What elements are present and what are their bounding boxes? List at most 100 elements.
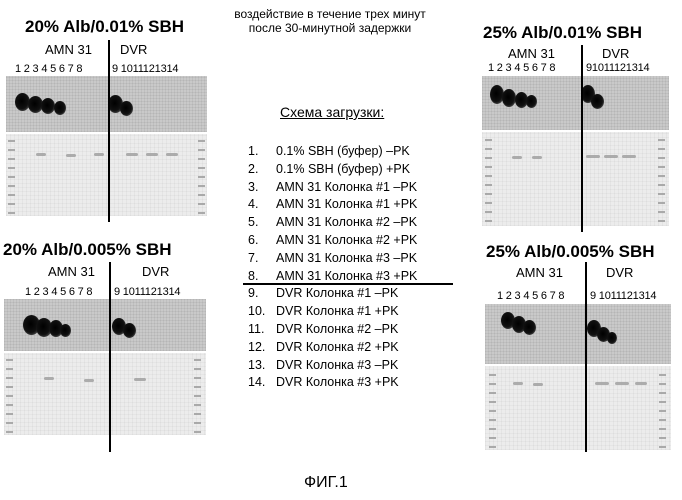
panel-tl-gel	[6, 76, 207, 216]
panel-tl-ladder	[8, 136, 15, 214]
scheme-item-text: DVR Колонка #2 –PK	[276, 321, 398, 339]
panel-tr-left-label: AMN 31	[508, 46, 555, 61]
panel-tr-ladder	[485, 136, 492, 222]
header-note: воздействие в течение трех минут после 3…	[215, 7, 445, 35]
panel-br-divider	[585, 262, 587, 452]
panel-tl-left-label: AMN 31	[45, 42, 92, 57]
panel-tr-blot-2	[502, 89, 516, 107]
panel-tl-blot-4	[54, 101, 66, 115]
scheme-item-text: AMN 31 Колонка #3 –PK	[276, 250, 417, 268]
scheme-item-num: 12.	[248, 339, 276, 357]
panel-tl-band-4	[126, 153, 138, 156]
scheme-item-num: 14.	[248, 374, 276, 392]
panel-bl-ladder	[6, 355, 13, 433]
scheme-item-6: 6.AMN 31 Колонка #2 +PK	[248, 232, 417, 250]
header-note-line1: воздействие в течение трех минут	[215, 7, 445, 21]
panel-bl-right-label: DVR	[142, 264, 169, 279]
panel-tr-band-1	[512, 156, 522, 159]
header-note-line2: после 30-минутной задержки	[215, 21, 445, 35]
panel-br-gel-bottom	[485, 366, 671, 450]
scheme-title: Схема загрузки:	[280, 104, 384, 120]
scheme-item-text: DVR Колонка #2 +PK	[276, 339, 399, 357]
figure-caption: ФИГ.1	[304, 474, 348, 492]
panel-tl-blot-6	[120, 101, 133, 116]
scheme-item-10: 10.DVR Колонка #1 +PK	[248, 303, 417, 321]
scheme-item-num: 3.	[248, 179, 276, 197]
scheme-item-text: DVR Колонка #3 +PK	[276, 374, 399, 392]
panel-br-left-label: AMN 31	[516, 265, 563, 280]
scheme-item-num: 2.	[248, 161, 276, 179]
panel-tr-lanes-right: 91011121314	[586, 62, 649, 74]
panel-bl-band-2	[84, 379, 94, 382]
scheme-item-text: 0.1% SBH (буфер) +PK	[276, 161, 410, 179]
panel-bl-left-label: AMN 31	[48, 264, 95, 279]
scheme-item-text: AMN 31 Колонка #2 –PK	[276, 214, 417, 232]
scheme-item-13: 13.DVR Колонка #3 –PK	[248, 357, 417, 375]
panel-tl-band-3	[94, 153, 104, 156]
scheme-item-3: 3.AMN 31 Колонка #1 –PK	[248, 179, 417, 197]
panel-bl-ladder-right	[194, 355, 201, 433]
scheme-item-num: 1.	[248, 143, 276, 161]
panel-tl-band-5	[146, 153, 158, 156]
panel-bl-blot-6	[123, 323, 136, 338]
panel-tl-right-label: DVR	[120, 42, 147, 57]
scheme-item-num: 5.	[248, 214, 276, 232]
scheme-item-5: 5.AMN 31 Колонка #2 –PK	[248, 214, 417, 232]
panel-bl-title: 20% Alb/0.005% SBH	[3, 240, 172, 260]
panel-br-lanes-left: 1 2 3 4 5 6 7 8	[497, 290, 564, 302]
panel-bl-lanes-right: 9 1011121314	[114, 286, 180, 298]
scheme-separator-line	[243, 283, 453, 285]
panel-tl-band-1	[36, 153, 46, 156]
panel-tr-band-2	[532, 156, 542, 159]
panel-tl-lanes-left: 1 2 3 4 5 6 7 8	[15, 63, 82, 75]
panel-br-band-1	[513, 382, 523, 385]
panel-tr-divider	[581, 45, 583, 232]
scheme-item-2: 2.0.1% SBH (буфер) +PK	[248, 161, 417, 179]
panel-tl-ladder-right	[198, 136, 205, 214]
scheme-item-4: 4.AMN 31 Колонка #1 +PK	[248, 196, 417, 214]
panel-br-right-label: DVR	[606, 265, 633, 280]
scheme-item-9: 9.DVR Колонка #1 –PK	[248, 285, 417, 303]
scheme-item-1: 1.0.1% SBH (буфер) –PK	[248, 143, 417, 161]
scheme-item-num: 7.	[248, 250, 276, 268]
panel-bl-lanes-left: 1 2 3 4 5 6 7 8	[25, 286, 92, 298]
panel-br-band-3	[595, 382, 609, 385]
panel-tl-lanes-right: 9 1011121314	[112, 63, 178, 75]
panel-tr-blot-6	[591, 94, 604, 109]
panel-tr-band-3	[586, 155, 600, 158]
scheme-item-11: 11.DVR Колонка #2 –PK	[248, 321, 417, 339]
panel-br-band-4	[615, 382, 629, 385]
panel-br-blot-6	[607, 332, 617, 344]
panel-br-blot-3	[523, 320, 536, 335]
panel-bl-band-1	[44, 377, 54, 380]
panel-tr-right-label: DVR	[602, 46, 629, 61]
panel-tr-gel-bottom	[482, 132, 669, 226]
panel-tr-lanes-left: 1 2 3 4 5 6 7 8	[488, 62, 555, 74]
panel-tl-band-2	[66, 154, 76, 157]
scheme-item-text: DVR Колонка #3 –PK	[276, 357, 398, 375]
scheme-item-7: 7.AMN 31 Колонка #3 –PK	[248, 250, 417, 268]
panel-br-band-2	[533, 383, 543, 386]
scheme-list: 1.0.1% SBH (буфер) –PK 2.0.1% SBH (буфер…	[248, 143, 417, 392]
panel-br-gel-top	[485, 304, 671, 364]
panel-br-ladder-right	[659, 368, 666, 448]
scheme-item-text: DVR Колонка #1 +PK	[276, 303, 399, 321]
panel-tr-blot-4	[526, 95, 537, 108]
panel-br-band-5	[635, 382, 647, 385]
panel-tr-ladder-right	[658, 136, 665, 222]
panel-tl-divider	[108, 40, 110, 222]
panel-bl-blot-4	[60, 324, 71, 337]
panel-tr-gel	[482, 76, 669, 226]
panel-tl-title: 20% Alb/0.01% SBH	[25, 17, 184, 37]
panel-bl-divider	[109, 262, 111, 452]
panel-br-gel	[485, 304, 671, 450]
panel-br-ladder	[489, 368, 496, 448]
scheme-item-num: 11.	[248, 321, 276, 339]
panel-bl-gel	[4, 299, 206, 435]
panel-bl-band-3	[134, 378, 146, 381]
scheme-item-num: 4.	[248, 196, 276, 214]
scheme-item-text: DVR Колонка #1 –PK	[276, 285, 398, 303]
panel-br-title: 25% Alb/0.005% SBH	[486, 242, 655, 262]
scheme-item-num: 13.	[248, 357, 276, 375]
panel-tl-gel-bottom	[6, 134, 207, 216]
